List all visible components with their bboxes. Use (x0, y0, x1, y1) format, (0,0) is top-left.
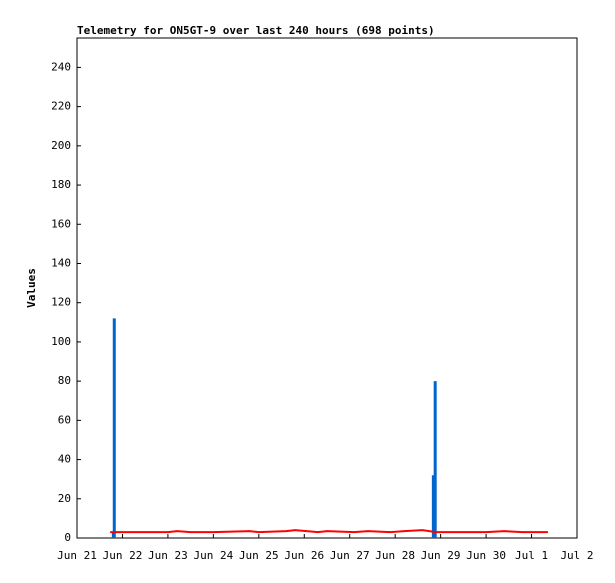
line (110, 529, 548, 534)
x-tick-label: Jul 1 (515, 549, 548, 562)
y-tick-label: 160 (51, 217, 71, 230)
x-tick-label: Jun 28 (375, 549, 415, 562)
chart-title: Telemetry for ON5GT-9 over last 240 hour… (77, 24, 435, 37)
x-tick-label: Jun 21 (57, 549, 97, 562)
x-tick-label: Jun 22 (103, 549, 143, 562)
y-tick-label: 220 (51, 100, 71, 113)
y-tick-label: 80 (58, 374, 71, 387)
y-tick-label: 140 (51, 256, 71, 269)
x-tick-label: Jun 26 (284, 549, 324, 562)
x-tick-label: Jul 2 (560, 549, 593, 562)
plot-frame (76, 37, 578, 539)
x-tick-label: Jun 30 (466, 549, 506, 562)
y-tick-label: 200 (51, 139, 71, 152)
y-tick-label: 120 (51, 296, 71, 309)
y-tick-label: 0 (64, 531, 71, 544)
x-tick-label: Jun 24 (193, 549, 233, 562)
y-axis-label: Values (25, 268, 38, 308)
y-tick-label: 40 (58, 453, 71, 466)
y-tick-label: 100 (51, 335, 71, 348)
x-tick-label: Jun 23 (148, 549, 188, 562)
x-tick-label: Jun 27 (330, 549, 370, 562)
y-tick-label: 20 (58, 492, 71, 505)
y-tick-label: 180 (51, 178, 71, 191)
y-tick-label: 60 (58, 413, 71, 426)
y-tick-label: 240 (51, 60, 71, 73)
x-tick-label: Jun 25 (239, 549, 279, 562)
x-tick-label: Jun 29 (421, 549, 461, 562)
